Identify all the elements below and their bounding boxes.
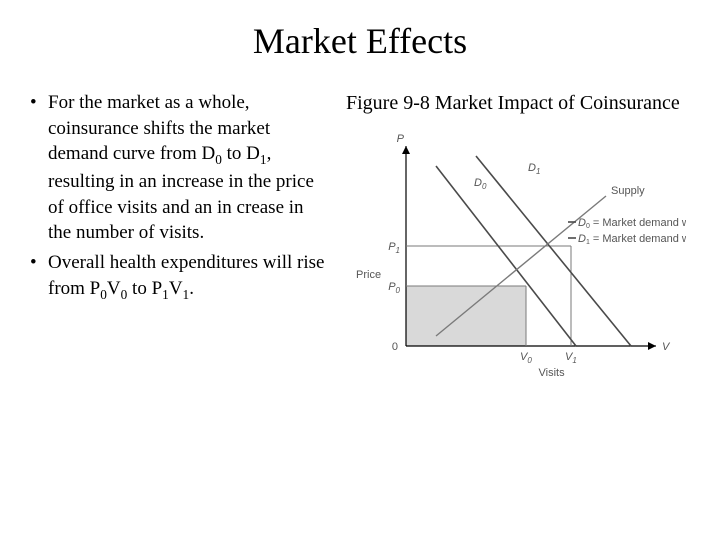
svg-text:Visits: Visits bbox=[539, 367, 566, 379]
page-title: Market Effects bbox=[30, 20, 690, 62]
svg-text:V: V bbox=[662, 341, 671, 353]
svg-text:Price: Price bbox=[356, 269, 381, 281]
svg-text:D0 = Market demand without ins: D0 = Market demand without insurance bbox=[578, 217, 686, 230]
content-row: For the market as a whole, coinsurance s… bbox=[30, 90, 690, 386]
svg-text:V0: V0 bbox=[520, 351, 532, 365]
svg-text:V1: V1 bbox=[565, 351, 577, 365]
svg-text:D0: D0 bbox=[474, 177, 487, 191]
bullet-column: For the market as a whole, coinsurance s… bbox=[30, 90, 330, 386]
figure-column: Figure 9-8 Market Impact of Coinsurance … bbox=[346, 90, 690, 386]
svg-text:0: 0 bbox=[392, 341, 398, 353]
economics-chart: PV0PriceVisitsP0P1V0V1D0D1SupplyD0 = Mar… bbox=[346, 126, 686, 386]
svg-text:P0: P0 bbox=[388, 281, 400, 295]
bullet-item: For the market as a whole, coinsurance s… bbox=[30, 90, 330, 246]
figure-caption: Figure 9-8 Market Impact of Coinsurance bbox=[346, 90, 690, 116]
svg-text:Supply: Supply bbox=[611, 185, 645, 197]
svg-text:D1 = Market demand with coinsu: D1 = Market demand with coinsurance bbox=[578, 233, 686, 246]
bullet-item: Overall health expenditures will rise fr… bbox=[30, 250, 330, 303]
svg-text:D1: D1 bbox=[528, 162, 540, 176]
svg-text:P: P bbox=[397, 133, 405, 145]
bullet-list: For the market as a whole, coinsurance s… bbox=[30, 90, 330, 303]
svg-text:P1: P1 bbox=[388, 241, 400, 255]
